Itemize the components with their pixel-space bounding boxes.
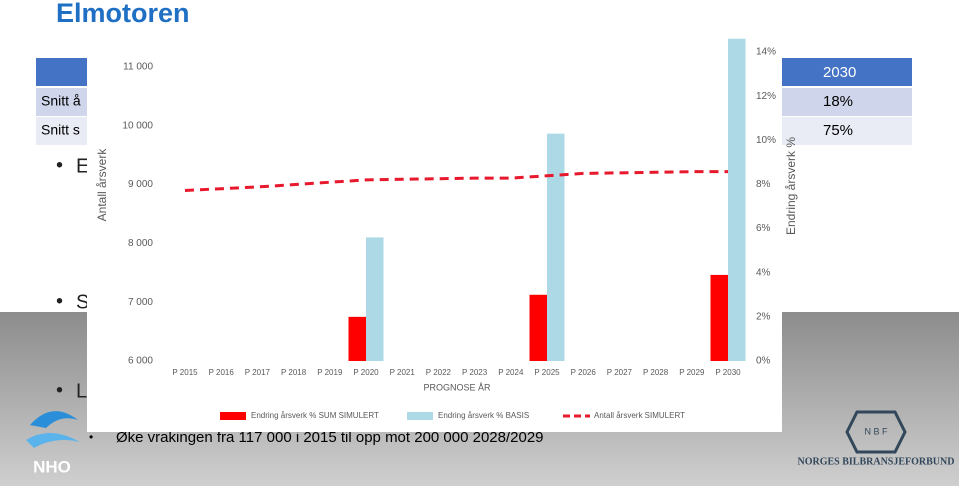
x-tick-label: P 2022 <box>426 368 452 377</box>
bar <box>348 316 366 361</box>
table-cell: Snitt s <box>41 122 80 138</box>
x-tick-label: P 2020 <box>353 368 379 377</box>
legend-label: Endring årsverk % BASIS <box>438 411 529 420</box>
y2-tick-label: 4% <box>756 267 771 278</box>
y-tick-label: 7 000 <box>128 297 153 308</box>
y2-tick-label: 6% <box>756 223 771 234</box>
sub-bullet: Øke vrakingen fra 117 000 i 2015 til opp… <box>116 429 544 446</box>
bullet: S <box>76 291 89 313</box>
table-cell: 75% <box>823 122 853 139</box>
legend-label: Endring årsverk % SUM SIMULERT <box>251 411 379 420</box>
x-tick-label: P 2026 <box>571 368 597 377</box>
bar <box>366 237 384 361</box>
y2-tick-label: 8% <box>756 179 771 190</box>
bullet-dot: • <box>89 430 93 444</box>
table-cell: 18% <box>823 93 853 110</box>
chart-bg <box>87 40 782 432</box>
y2-tick-label: 0% <box>756 356 771 367</box>
legend-swatch <box>407 412 433 420</box>
table-cell: Snitt å <box>41 93 81 109</box>
x-axis-label: PROGNOSE ÅR <box>423 382 491 392</box>
x-tick-label: P 2029 <box>679 368 705 377</box>
x-tick-label: P 2018 <box>281 368 307 377</box>
bar <box>710 274 728 361</box>
y-tick-label: 9 000 <box>128 179 153 190</box>
y2-tick-label: 14% <box>756 47 776 58</box>
chart: Antall årsverk Endring årsverk % PROGNOS… <box>87 38 798 432</box>
legend-label: Antall årsverk SIMULERT <box>594 411 685 420</box>
y2-tick-label: 12% <box>756 91 776 102</box>
x-tick-label: P 2017 <box>245 368 271 377</box>
line <box>184 170 728 192</box>
x-tick-label: P 2021 <box>390 368 416 377</box>
bar <box>728 38 746 361</box>
bullet: E <box>76 155 89 177</box>
y2-tick-label: 2% <box>756 311 771 322</box>
x-tick-label: P 2024 <box>498 368 524 377</box>
nho-logo: NHO <box>26 411 80 476</box>
x-tick-label: P 2027 <box>607 368 633 377</box>
bar <box>529 294 547 361</box>
table-header-cell: 2030 <box>823 64 856 81</box>
bar <box>547 133 565 361</box>
y-axis-label: Antall årsverk <box>95 148 109 222</box>
x-tick-label: P 2019 <box>317 368 343 377</box>
nho-text: NHO <box>33 457 71 476</box>
svg-text:N B F: N B F <box>864 426 888 436</box>
y-tick-label: 6 000 <box>128 356 153 367</box>
x-tick-label: P 2028 <box>643 368 669 377</box>
y-tick-label: 10 000 <box>122 120 153 131</box>
x-tick-label: P 2023 <box>462 368 488 377</box>
x-tick-label: P 2025 <box>534 368 560 377</box>
y-tick-label: 11 000 <box>123 62 153 73</box>
y2-axis-label: Endring årsverk % <box>784 137 798 235</box>
x-tick-label: P 2015 <box>172 368 198 377</box>
bullet-dot: • <box>56 379 63 401</box>
x-tick-label: P 2016 <box>209 368 235 377</box>
bullet-dot: • <box>56 290 63 312</box>
nbf-logo: N B F NORGES BILBRANSJEFORBUND <box>798 410 955 467</box>
nbf-text: NORGES BILBRANSJEFORBUND <box>798 456 955 467</box>
x-tick-label: P 2030 <box>715 368 741 377</box>
y-tick-label: 8 000 <box>128 238 153 249</box>
slide-title: Elmotoren <box>56 0 190 28</box>
bullet-dot: • <box>56 154 63 176</box>
bullet: L <box>76 380 87 402</box>
y2-tick-label: 10% <box>756 135 776 146</box>
legend-swatch <box>220 412 246 420</box>
